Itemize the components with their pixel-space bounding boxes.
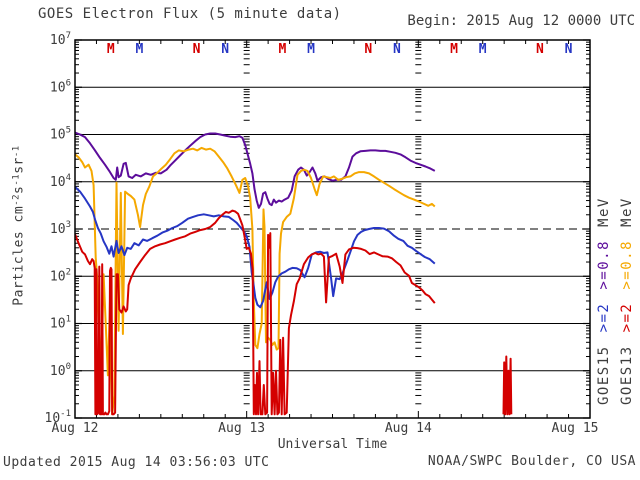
legend-goes15-2mev: >=2: [596, 302, 612, 333]
y-axis-label: Particles cm-2s-1sr-1: [11, 145, 27, 306]
y-tick-label: 101: [50, 315, 71, 332]
marker-m-red: M: [279, 42, 287, 57]
marker-n-red: N: [193, 42, 201, 57]
marker-m-blue: M: [479, 42, 487, 57]
y-tick-label: 104: [50, 173, 71, 190]
marker-m-blue: M: [135, 42, 143, 57]
y-tick-label: 105: [50, 126, 71, 143]
y-tick-label: 103: [50, 220, 71, 237]
credit-text: NOAA/SWPC Boulder, CO USA: [427, 454, 636, 469]
page-title: GOES Electron Flux (5 minute data): [38, 6, 342, 22]
legend-goes13-2mev: >=2: [619, 302, 635, 333]
x-tick-label: Aug 14: [385, 421, 432, 436]
marker-n-blue: N: [393, 42, 401, 57]
marker-n-blue: N: [221, 42, 229, 57]
y-tick-label: 107: [50, 31, 71, 48]
legend-goes13-08mev: >=0.8: [619, 239, 635, 290]
legend-goes13: GOES13 >=2 >=0.8 MeV: [619, 139, 635, 405]
x-tick-label: Aug 12: [52, 421, 99, 436]
marker-n-red: N: [364, 42, 372, 57]
legend-goes13-unit: MeV: [619, 197, 635, 227]
x-axis-label: Universal Time: [277, 437, 388, 452]
plot-border: [74, 39, 591, 419]
legend-goes13-sat: GOES13: [619, 345, 635, 405]
legend-goes15-sat: GOES15: [596, 345, 612, 405]
y-tick-label: 106: [50, 78, 71, 95]
updated-timestamp: Updated 2015 Aug 14 03:56:03 UTC: [3, 455, 270, 470]
legend-goes15: GOES15 >=2 >=0.8 MeV: [596, 139, 612, 405]
begin-timestamp: Begin: 2015 Aug 12 0000 UTC: [407, 13, 635, 29]
marker-n-blue: N: [565, 42, 573, 57]
series-purple: [75, 131, 436, 209]
series-blue: [75, 186, 436, 309]
marker-m-red: M: [107, 42, 115, 57]
series-red: [75, 209, 513, 416]
y-tick-label: 10-1: [45, 409, 72, 426]
marker-m-blue: M: [307, 42, 315, 57]
y-tick-label: 102: [50, 267, 71, 284]
legend-goes15-08mev: >=0.8: [596, 239, 612, 290]
legend-goes15-unit: MeV: [596, 197, 612, 227]
y-tick-label: 100: [50, 362, 71, 379]
marker-n-red: N: [536, 42, 544, 57]
x-tick-label: Aug 15: [552, 421, 599, 436]
marker-m-red: M: [450, 42, 458, 57]
x-tick-label: Aug 13: [218, 421, 265, 436]
